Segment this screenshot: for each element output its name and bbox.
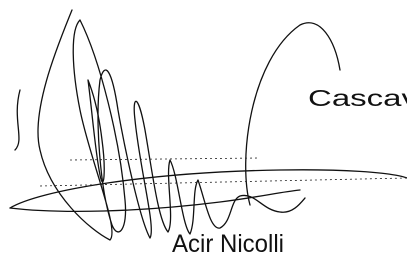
guide-line (70, 158, 260, 160)
name-text: Acir Nicolli (172, 230, 284, 256)
stroke (15, 90, 20, 150)
signature-image: Cascav Acir Nicolli (0, 0, 407, 256)
stroke (10, 170, 407, 208)
page: Signature html, body { margin: 0; paddin… (0, 0, 407, 256)
stroke (246, 23, 340, 205)
place-text: Cascav (308, 85, 407, 111)
body: {"signature": {"place": "Cascav", "name"… (0, 0, 407, 256)
stroke (38, 10, 305, 240)
signature-strokes (10, 10, 407, 240)
guide-line (40, 178, 407, 186)
